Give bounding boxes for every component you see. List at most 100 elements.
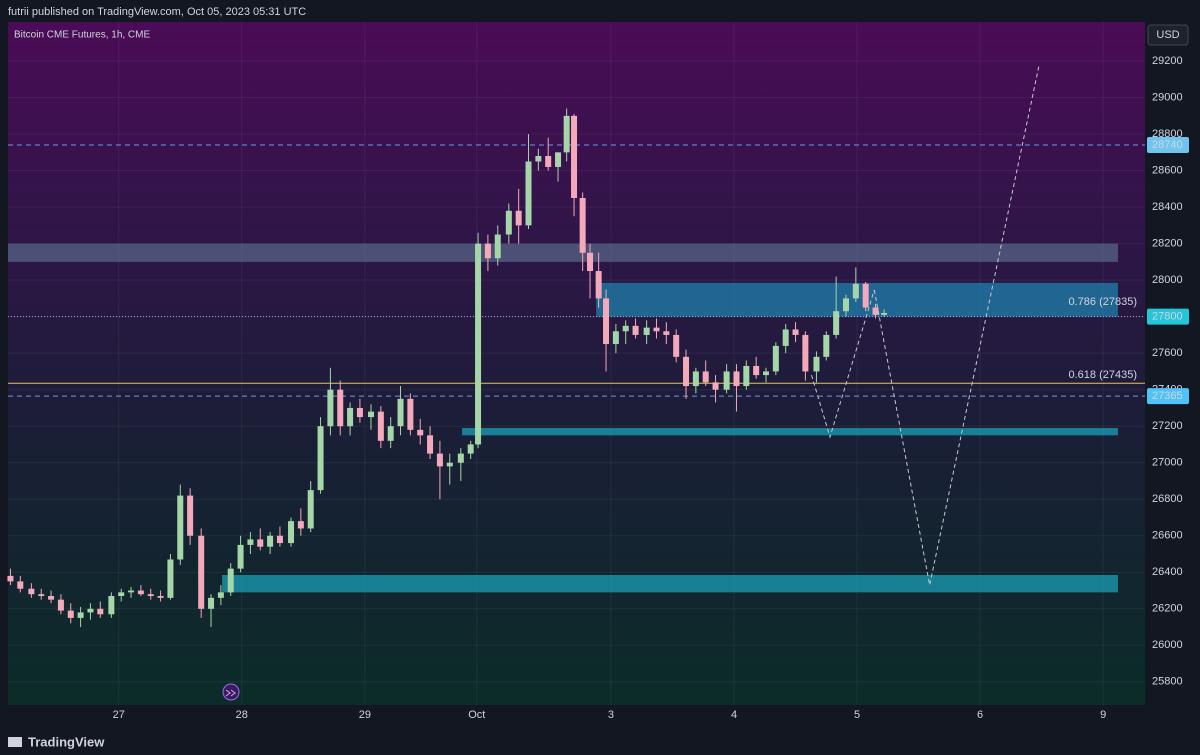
candle-body [307,490,314,529]
x-tick-label: 6 [977,709,983,721]
candle-body [881,313,888,315]
candle-body [67,610,74,618]
candle-body [297,521,304,529]
candle-body [772,345,779,372]
candle-body [288,521,295,544]
y-tick-label: 28200 [1152,238,1183,250]
candle-body [563,115,570,153]
y-tick-label: 26000 [1152,639,1183,651]
price-badge [1147,308,1189,325]
candle-body [337,389,344,427]
candle-body [77,612,84,618]
candle-body [494,234,501,259]
x-tick-label: 3 [608,709,614,721]
event-icon[interactable] [222,683,240,701]
candle-body [317,426,324,491]
candle-body [417,429,424,436]
candle-body [87,608,94,613]
candle-body [467,444,474,454]
candle-body [535,156,542,162]
candle-body [446,462,453,467]
candle-body [257,539,264,547]
candle-body [387,426,394,441]
candle-body [457,453,464,463]
candle-body [327,389,334,427]
projection-path [873,64,1040,586]
byline: futrii published on TradingView.com, Oct… [8,6,306,18]
candle-body [356,407,363,418]
candle-body [622,325,629,332]
candle-body [663,331,670,335]
candle-body [782,329,789,346]
y-tick-label: 29000 [1152,91,1183,103]
candle-body [515,210,522,226]
candle-body [137,590,144,595]
candle-body [28,588,35,595]
candle-body [753,365,760,376]
candle-body [118,592,125,597]
candle-body [57,599,64,611]
y-tick-label: 25800 [1152,676,1183,688]
y-tick-label: 29200 [1152,55,1183,67]
zone [462,428,1118,436]
candle-body [712,382,719,390]
candle-body [673,334,680,357]
logo-mark [8,737,22,747]
brand: TradingView [28,734,105,749]
candle-body [852,283,859,299]
y-tick-label: 28800 [1152,128,1183,140]
y-tick-label: 28600 [1152,165,1183,177]
candle-body [377,411,384,441]
candle-body [702,371,709,383]
candle-body [436,453,443,467]
candle-body [733,371,740,387]
candle-body [802,334,809,372]
candle-body [587,252,594,272]
candle-body [157,596,164,598]
candle-body [276,535,283,544]
footer-logo: TradingView [8,734,105,749]
candle-body [167,559,174,598]
y-tick-label: 26800 [1152,493,1183,505]
candle-body [792,329,799,335]
candle-body [7,575,14,582]
candle-body [862,283,869,308]
x-tick-label: 29 [359,709,371,721]
candle-body [872,307,879,315]
zone [222,575,1118,593]
fib-label: 0.618 (27435) [1069,369,1138,381]
x-tick-label: 5 [854,709,860,721]
x-tick-label: 28 [236,709,248,721]
candle-body [48,596,55,600]
candle-body [692,371,699,387]
candle-body [842,298,849,312]
candle-body [833,311,840,335]
candle-body [603,298,610,345]
fib-label: 0.786 (27835) [1069,296,1138,308]
price-badge [1147,137,1189,154]
price-axis [1145,22,1200,705]
x-tick-label: 9 [1100,709,1106,721]
x-tick-label: 4 [731,709,737,721]
candle-body [571,115,578,198]
candle-body [525,161,532,226]
event-icon-glyph [225,689,236,697]
x-tick-label: Oct [468,709,485,721]
candle-body [217,592,224,598]
candle-body [247,539,254,545]
candle-body [555,152,562,167]
candle-body [545,156,552,167]
candle-body [579,197,586,253]
candle-body [763,371,769,376]
candle-body [368,411,375,418]
price-badge [1147,388,1189,405]
y-tick-label: 26600 [1152,530,1183,542]
candle-body [643,327,650,335]
candle-body [17,581,24,589]
y-tick-label: 27600 [1152,347,1183,359]
y-tick-label: 27000 [1152,457,1183,469]
candle-body [227,568,234,593]
candle-body [108,596,115,615]
currency-button[interactable] [1147,24,1189,46]
